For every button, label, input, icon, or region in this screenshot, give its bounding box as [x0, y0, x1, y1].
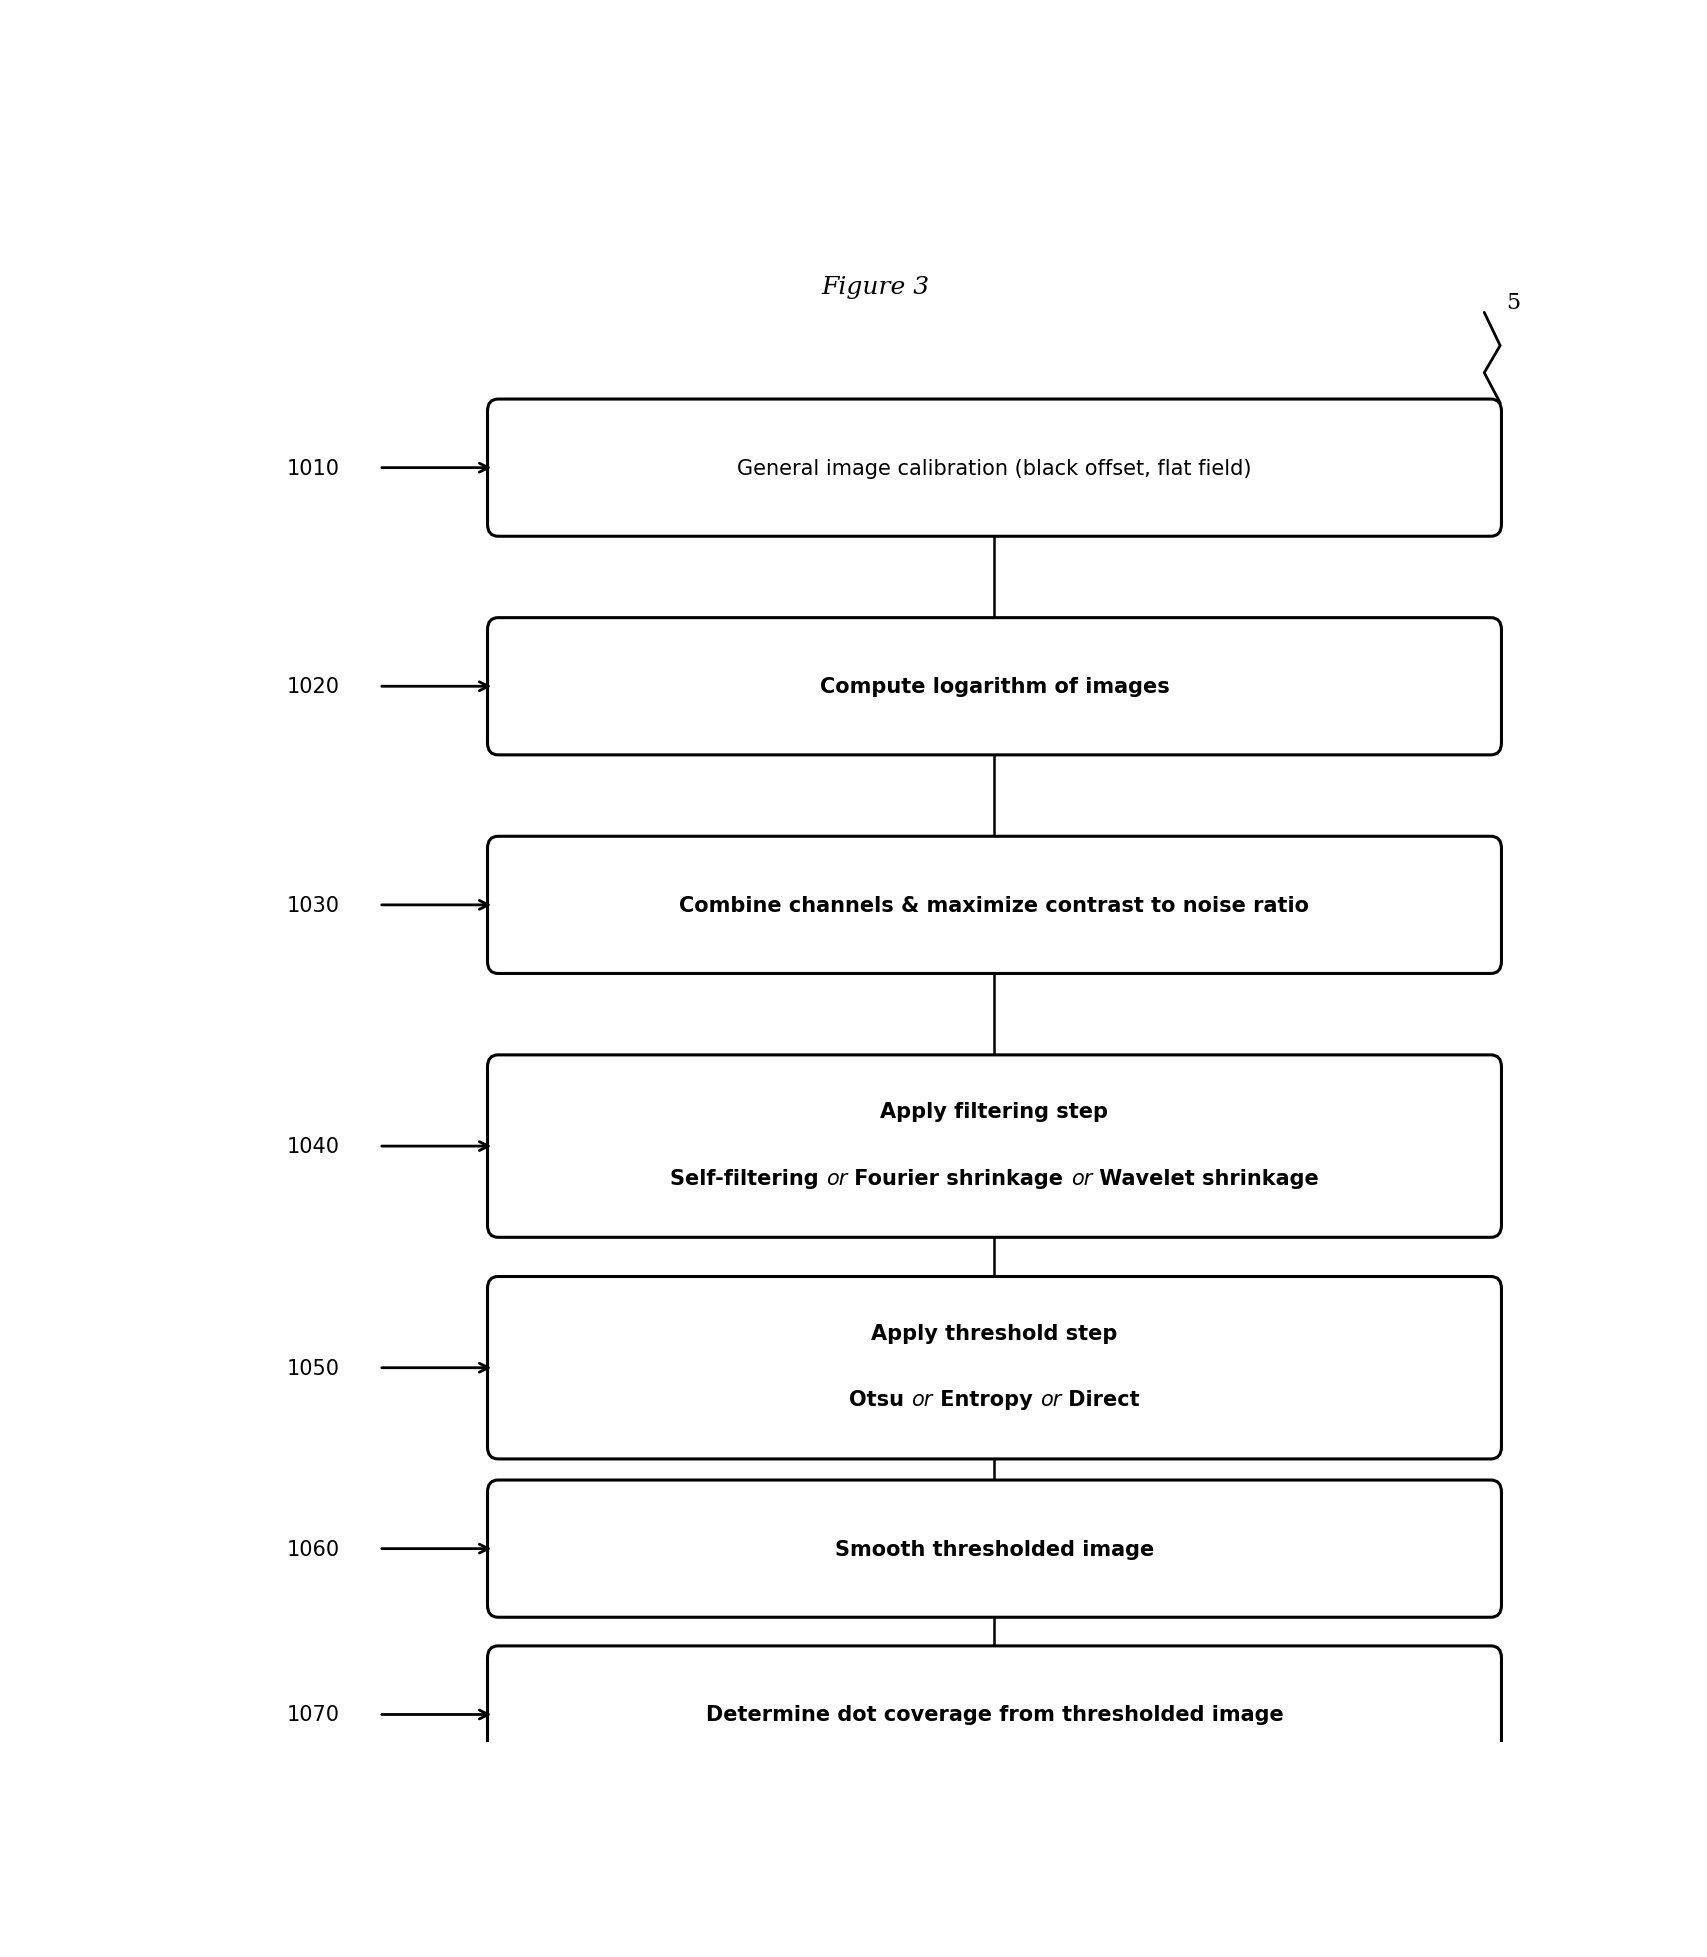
FancyBboxPatch shape — [486, 1276, 1500, 1460]
FancyBboxPatch shape — [486, 1479, 1500, 1616]
Text: 1070: 1070 — [287, 1705, 340, 1724]
Text: Wavelet shrinkage: Wavelet shrinkage — [1091, 1168, 1318, 1188]
Text: 1050: 1050 — [287, 1358, 340, 1378]
Text: or: or — [912, 1389, 932, 1409]
Text: 1020: 1020 — [287, 677, 340, 697]
FancyBboxPatch shape — [486, 1055, 1500, 1237]
Text: 1060: 1060 — [287, 1538, 340, 1560]
Text: Combine channels & maximize contrast to noise ratio: Combine channels & maximize contrast to … — [679, 896, 1309, 916]
FancyBboxPatch shape — [486, 618, 1500, 755]
Text: 1010: 1010 — [287, 458, 340, 478]
Text: 5: 5 — [1506, 292, 1519, 313]
Text: Fourier shrinkage: Fourier shrinkage — [847, 1168, 1070, 1188]
Text: Entropy: Entropy — [932, 1389, 1040, 1409]
Text: 1030: 1030 — [287, 896, 340, 916]
Text: 1040: 1040 — [287, 1137, 340, 1157]
Text: Figure 3: Figure 3 — [821, 276, 929, 299]
Text: Direct: Direct — [1060, 1389, 1139, 1409]
Text: Compute logarithm of images: Compute logarithm of images — [819, 677, 1169, 697]
Text: General image calibration (black offset, flat field): General image calibration (black offset,… — [737, 458, 1251, 478]
Text: or: or — [1040, 1389, 1060, 1409]
FancyBboxPatch shape — [486, 838, 1500, 975]
Text: or: or — [826, 1168, 847, 1188]
Text: or: or — [1070, 1168, 1091, 1188]
Text: Apply threshold step: Apply threshold step — [871, 1323, 1116, 1343]
Text: Determine dot coverage from thresholded image: Determine dot coverage from thresholded … — [705, 1705, 1282, 1724]
Text: Self-filtering: Self-filtering — [669, 1168, 826, 1188]
Text: Otsu: Otsu — [848, 1389, 912, 1409]
Text: Apply filtering step: Apply filtering step — [881, 1102, 1108, 1121]
Text: Smooth thresholded image: Smooth thresholded image — [835, 1538, 1154, 1560]
FancyBboxPatch shape — [486, 399, 1500, 536]
FancyBboxPatch shape — [486, 1646, 1500, 1783]
